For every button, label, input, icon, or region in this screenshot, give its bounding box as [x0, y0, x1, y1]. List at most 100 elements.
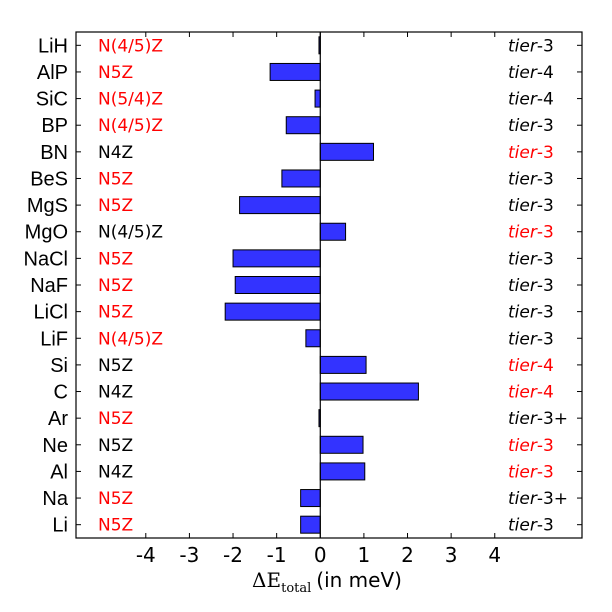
tier-label-nacl: tier-3 — [508, 249, 554, 269]
basis-label-ar: N5Z — [98, 409, 133, 429]
tier-label-number: -3 — [537, 329, 554, 349]
tier-label-bp: tier-3 — [508, 116, 554, 136]
plot-frame — [75, 31, 583, 539]
tier-label-number: -3 — [537, 36, 554, 56]
tier-label-na: tier-3+ — [508, 489, 568, 509]
category-label-ar: Ar — [48, 408, 68, 430]
category-label-c: C — [54, 382, 68, 404]
tier-label-name: tier — [508, 143, 538, 163]
tier-label-naf: tier-3 — [508, 276, 554, 296]
bar-licl — [224, 302, 321, 321]
basis-label-bn: N4Z — [98, 143, 133, 163]
bar-si — [319, 355, 367, 374]
basis-label-li: N5Z — [98, 516, 133, 536]
bar-sic — [314, 89, 321, 108]
tier-label-name: tier — [508, 196, 538, 216]
tier-label-number: -3+ — [537, 489, 568, 509]
tier-label-name: tier — [508, 169, 538, 189]
basis-label-na: N5Z — [98, 489, 133, 509]
tier-label-al: tier-3 — [508, 462, 554, 482]
bar-al — [319, 462, 366, 481]
basis-label-alp: N5Z — [98, 63, 133, 83]
bar-bp — [285, 116, 321, 135]
tier-label-name: tier — [508, 116, 538, 136]
bar-alp — [269, 62, 321, 81]
x-tick-label-6: 2 — [401, 543, 414, 567]
bars-layer — [224, 36, 419, 534]
x-tick-label-2: -2 — [223, 543, 243, 567]
basis-label-si: N5Z — [98, 356, 133, 376]
tier-label-mgs: tier-3 — [508, 196, 554, 216]
category-label-bes: BeS — [30, 168, 68, 190]
tier-label-name: tier — [508, 303, 538, 323]
basis-label-lih: N(4/5)Z — [98, 36, 163, 56]
basis-label-ne: N5Z — [98, 436, 133, 456]
category-label-licl: LiCl — [34, 302, 68, 324]
tier-label-number: -3 — [537, 116, 554, 136]
basis-label-bes: N5Z — [98, 169, 133, 189]
tier-label-name: tier — [508, 516, 538, 536]
category-label-na: Na — [42, 488, 68, 510]
category-label-li: Li — [52, 515, 68, 537]
basis-label-sic: N(5/4)Z — [98, 90, 163, 110]
x-tick-label-7: 3 — [445, 543, 458, 567]
category-label-bn: BN — [40, 142, 68, 164]
plot-frame-layer — [75, 31, 583, 539]
tier-label-number: -3 — [537, 249, 554, 269]
tier-label-sic: tier-4 — [508, 90, 554, 110]
bar-lif — [305, 329, 321, 348]
bar-bes — [281, 169, 321, 188]
category-label-mgs: MgS — [27, 195, 68, 217]
tier-label-number: -4 — [537, 90, 554, 110]
basis-label-bp: N(4/5)Z — [98, 116, 163, 136]
tier-label-number: -4 — [537, 356, 554, 376]
x-axis-label-unit: (in meV) — [316, 568, 402, 592]
tier-label-lif: tier-3 — [508, 329, 554, 349]
tier-label-number: -3 — [537, 143, 554, 163]
tier-label-name: tier — [508, 489, 538, 509]
tier-label-number: -3 — [537, 276, 554, 296]
x-tick-label-1: -3 — [179, 543, 199, 567]
tier-label-name: tier — [508, 249, 538, 269]
tier-label-name: tier — [508, 63, 538, 83]
tier-label-name: tier — [508, 329, 538, 349]
tier-label-name: tier — [508, 223, 538, 243]
tier-label-name: tier — [508, 462, 538, 482]
bar-nacl — [232, 249, 321, 268]
basis-label-mgo: N(4/5)Z — [98, 223, 163, 243]
tier-label-c: tier-4 — [508, 383, 554, 403]
tier-label-name: tier — [508, 356, 538, 376]
x-axis-label-subscript: total — [281, 581, 311, 596]
bar-mgo — [319, 222, 347, 241]
bar-ne — [319, 435, 364, 454]
category-label-si: Si — [50, 355, 68, 377]
x-axis-label-symbol: ΔE — [252, 568, 281, 592]
x-tick-label-3: -1 — [267, 543, 287, 567]
category-label-ne: Ne — [42, 435, 68, 457]
category-label-alp: AlP — [37, 62, 68, 84]
tier-label-number: -3 — [537, 436, 554, 456]
tier-label-li: tier-3 — [508, 516, 554, 536]
bar-bn — [319, 142, 374, 161]
tier-label-lih: tier-3 — [508, 36, 554, 56]
tier-label-bes: tier-3 — [508, 169, 554, 189]
basis-label-c: N4Z — [98, 383, 133, 403]
tier-label-mgo: tier-3 — [508, 223, 554, 243]
tier-label-alp: tier-4 — [508, 63, 554, 83]
tier-label-name: tier — [508, 409, 538, 429]
tier-label-name: tier — [508, 383, 538, 403]
category-label-lif: LiF — [40, 328, 68, 350]
tier-label-ne: tier-3 — [508, 436, 554, 456]
tier-label-si: tier-4 — [508, 356, 554, 376]
tier-label-number: -3 — [537, 169, 554, 189]
tier-label-number: -4 — [537, 63, 554, 83]
tier-label-licl: tier-3 — [508, 303, 554, 323]
x-tick-label-4: 0 — [314, 543, 327, 567]
x-tick-label-0: -4 — [136, 543, 156, 567]
tier-label-number: -3 — [537, 303, 554, 323]
tier-label-ar: tier-3+ — [508, 409, 568, 429]
tier-label-number: -3 — [537, 196, 554, 216]
x-tick-label-8: 4 — [488, 543, 501, 567]
tier-label-number: -4 — [537, 383, 554, 403]
